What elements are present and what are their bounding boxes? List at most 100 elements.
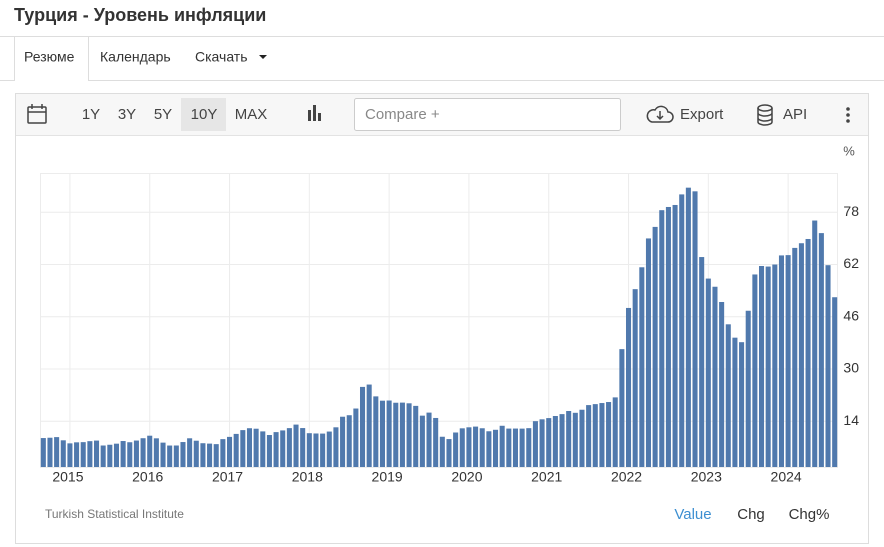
bar <box>818 233 824 467</box>
bar <box>346 415 352 467</box>
bar <box>645 238 652 467</box>
bar <box>366 384 372 467</box>
bar <box>246 428 253 467</box>
bar <box>293 424 299 467</box>
x-tick-label: 2015 <box>52 469 83 485</box>
bar <box>207 443 213 467</box>
bar <box>552 416 558 467</box>
bar <box>240 430 246 467</box>
bar <box>679 194 685 467</box>
range-button[interactable]: 1Y <box>82 106 100 123</box>
bar <box>187 438 193 467</box>
bar <box>373 396 379 467</box>
bar <box>832 297 838 467</box>
export-button[interactable]: Export <box>680 106 724 123</box>
view-mode[interactable]: Value <box>674 506 711 523</box>
bar <box>426 412 432 467</box>
bar <box>606 402 612 467</box>
bar <box>812 220 818 467</box>
y-axis-unit: % <box>843 143 855 158</box>
bar <box>825 265 831 467</box>
bar <box>566 411 572 467</box>
bar <box>466 427 472 467</box>
bar <box>80 442 86 467</box>
bar <box>559 414 565 467</box>
y-tick-label: 46 <box>843 307 859 323</box>
bar <box>692 191 698 468</box>
bar <box>772 264 778 467</box>
bar <box>326 431 332 467</box>
bar <box>652 226 658 467</box>
bar <box>765 266 771 467</box>
x-tick-label: 2022 <box>611 469 642 485</box>
bar <box>745 310 751 467</box>
bar <box>153 438 159 467</box>
bar <box>74 442 80 467</box>
bar <box>785 255 791 467</box>
source: Turkish Statistical Institute <box>45 507 184 521</box>
bar <box>579 409 585 467</box>
menu-icon[interactable] <box>846 107 850 123</box>
active-tab[interactable] <box>14 36 89 82</box>
bar <box>300 428 306 467</box>
caret <box>259 55 267 59</box>
bar <box>320 433 326 467</box>
compare-input[interactable] <box>354 98 621 131</box>
export-icon[interactable] <box>646 105 674 123</box>
y-tick-label: 62 <box>843 255 859 271</box>
calendar-icon[interactable] <box>27 104 47 124</box>
bar <box>546 418 552 467</box>
bar <box>393 402 399 467</box>
bar <box>685 187 691 467</box>
x-tick-label: 2017 <box>212 469 243 485</box>
api-button[interactable]: API <box>783 106 807 123</box>
x-tick-label: 2021 <box>531 469 562 485</box>
bar <box>619 349 625 467</box>
bar <box>233 433 239 467</box>
api-icon[interactable] <box>757 104 773 126</box>
x-tick-label: 2016 <box>132 469 163 485</box>
bar <box>359 386 366 467</box>
range-button[interactable]: 10Y <box>191 106 218 123</box>
tab[interactable]: Резюме <box>24 49 75 65</box>
bar <box>732 337 738 467</box>
bar <box>492 429 499 467</box>
range-button[interactable]: 3Y <box>118 106 136 123</box>
range-selected <box>181 98 226 131</box>
bar <box>499 425 505 467</box>
bar <box>586 405 592 467</box>
x-tick-label: 2020 <box>451 469 482 485</box>
bar <box>792 247 798 467</box>
bar <box>592 404 598 467</box>
tab[interactable]: Скачать <box>195 49 248 65</box>
bar <box>459 428 465 467</box>
bar <box>47 437 53 467</box>
view-mode[interactable]: Chg <box>737 506 765 523</box>
bar <box>752 274 758 467</box>
bar <box>87 441 93 467</box>
bar <box>439 436 445 467</box>
bar <box>532 421 538 467</box>
bar <box>705 278 711 467</box>
bar <box>712 286 718 467</box>
bar <box>672 204 678 468</box>
bar <box>273 432 279 467</box>
bar <box>406 403 412 467</box>
bar <box>778 255 785 467</box>
range-button[interactable]: MAX <box>235 106 268 123</box>
bar <box>220 439 226 467</box>
bar <box>333 427 339 467</box>
bar <box>113 443 120 467</box>
bar <box>519 428 525 467</box>
view-mode[interactable]: Chg% <box>789 506 830 523</box>
bar <box>473 426 479 467</box>
bar <box>120 441 126 467</box>
tab[interactable]: Календарь <box>100 49 171 65</box>
chart-type-icon[interactable] <box>308 105 321 121</box>
bar <box>512 428 519 467</box>
range-button[interactable]: 5Y <box>154 106 172 123</box>
bar <box>67 443 73 467</box>
bar <box>127 442 133 467</box>
bar <box>286 428 292 467</box>
bar <box>60 440 66 467</box>
